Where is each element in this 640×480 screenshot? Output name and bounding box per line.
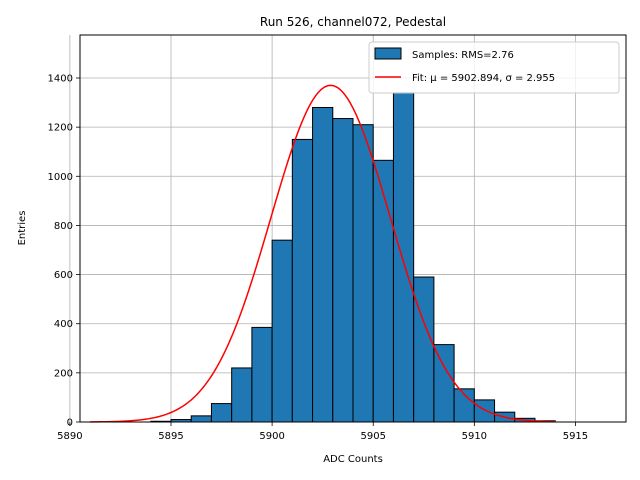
x-tick-label: 5895: [158, 431, 183, 442]
y-tick-label: 0: [67, 418, 73, 429]
plot-frame: [79, 34, 627, 423]
x-tick-label: 5910: [462, 431, 487, 442]
y-tick-label: 1200: [48, 123, 73, 134]
histogram-bar: [190, 415, 212, 423]
histogram-bar: [433, 344, 455, 423]
y-axis-label: Entries: [17, 211, 28, 246]
legend-box: [368, 41, 620, 94]
histogram-bar: [413, 276, 435, 423]
legend-label-histogram: Samples: RMS=2.76: [412, 50, 514, 61]
chart-title: Run 526, channel072, Pedestal: [260, 15, 446, 29]
histogram-bars: [150, 92, 556, 423]
y-tick-label: 600: [54, 270, 73, 281]
y-tick-label: 1400: [48, 74, 73, 85]
histogram-bar: [473, 399, 496, 423]
histogram-bar: [332, 118, 354, 423]
x-tick-label: 5900: [259, 431, 284, 442]
x-tick-label: 5915: [563, 431, 588, 442]
histogram-bar: [210, 403, 233, 423]
y-axis-ticks: 0 200 400 600 800 1000 1200 1400: [48, 74, 80, 429]
gaussian-fit-curve: [90, 84, 556, 423]
x-tick-label: 5905: [360, 431, 385, 442]
x-axis-label: ADC Counts: [323, 454, 383, 465]
histogram-bar: [271, 239, 293, 423]
histogram-bar: [392, 92, 415, 423]
histogram-bar: [372, 159, 394, 423]
legend: Samples: RMS=2.76 Fit: μ = 5902.894, σ =…: [368, 41, 620, 94]
histogram-bar: [231, 367, 253, 423]
legend-swatch-histogram: [374, 47, 402, 60]
histogram-bar: [352, 124, 374, 423]
histogram-bar: [312, 106, 334, 423]
y-tick-label: 400: [54, 319, 73, 330]
y-tick-label: 200: [54, 368, 73, 379]
histogram-bar: [291, 138, 314, 423]
x-tick-label: 5890: [57, 431, 82, 442]
x-axis-ticks: 5890 5895 5900 5905 5910 5915: [57, 422, 588, 442]
y-tick-label: 800: [54, 221, 73, 232]
y-tick-label: 1000: [48, 172, 73, 183]
histogram-bar: [251, 326, 273, 423]
legend-label-fit: Fit: μ = 5902.894, σ = 2.955: [412, 73, 555, 84]
